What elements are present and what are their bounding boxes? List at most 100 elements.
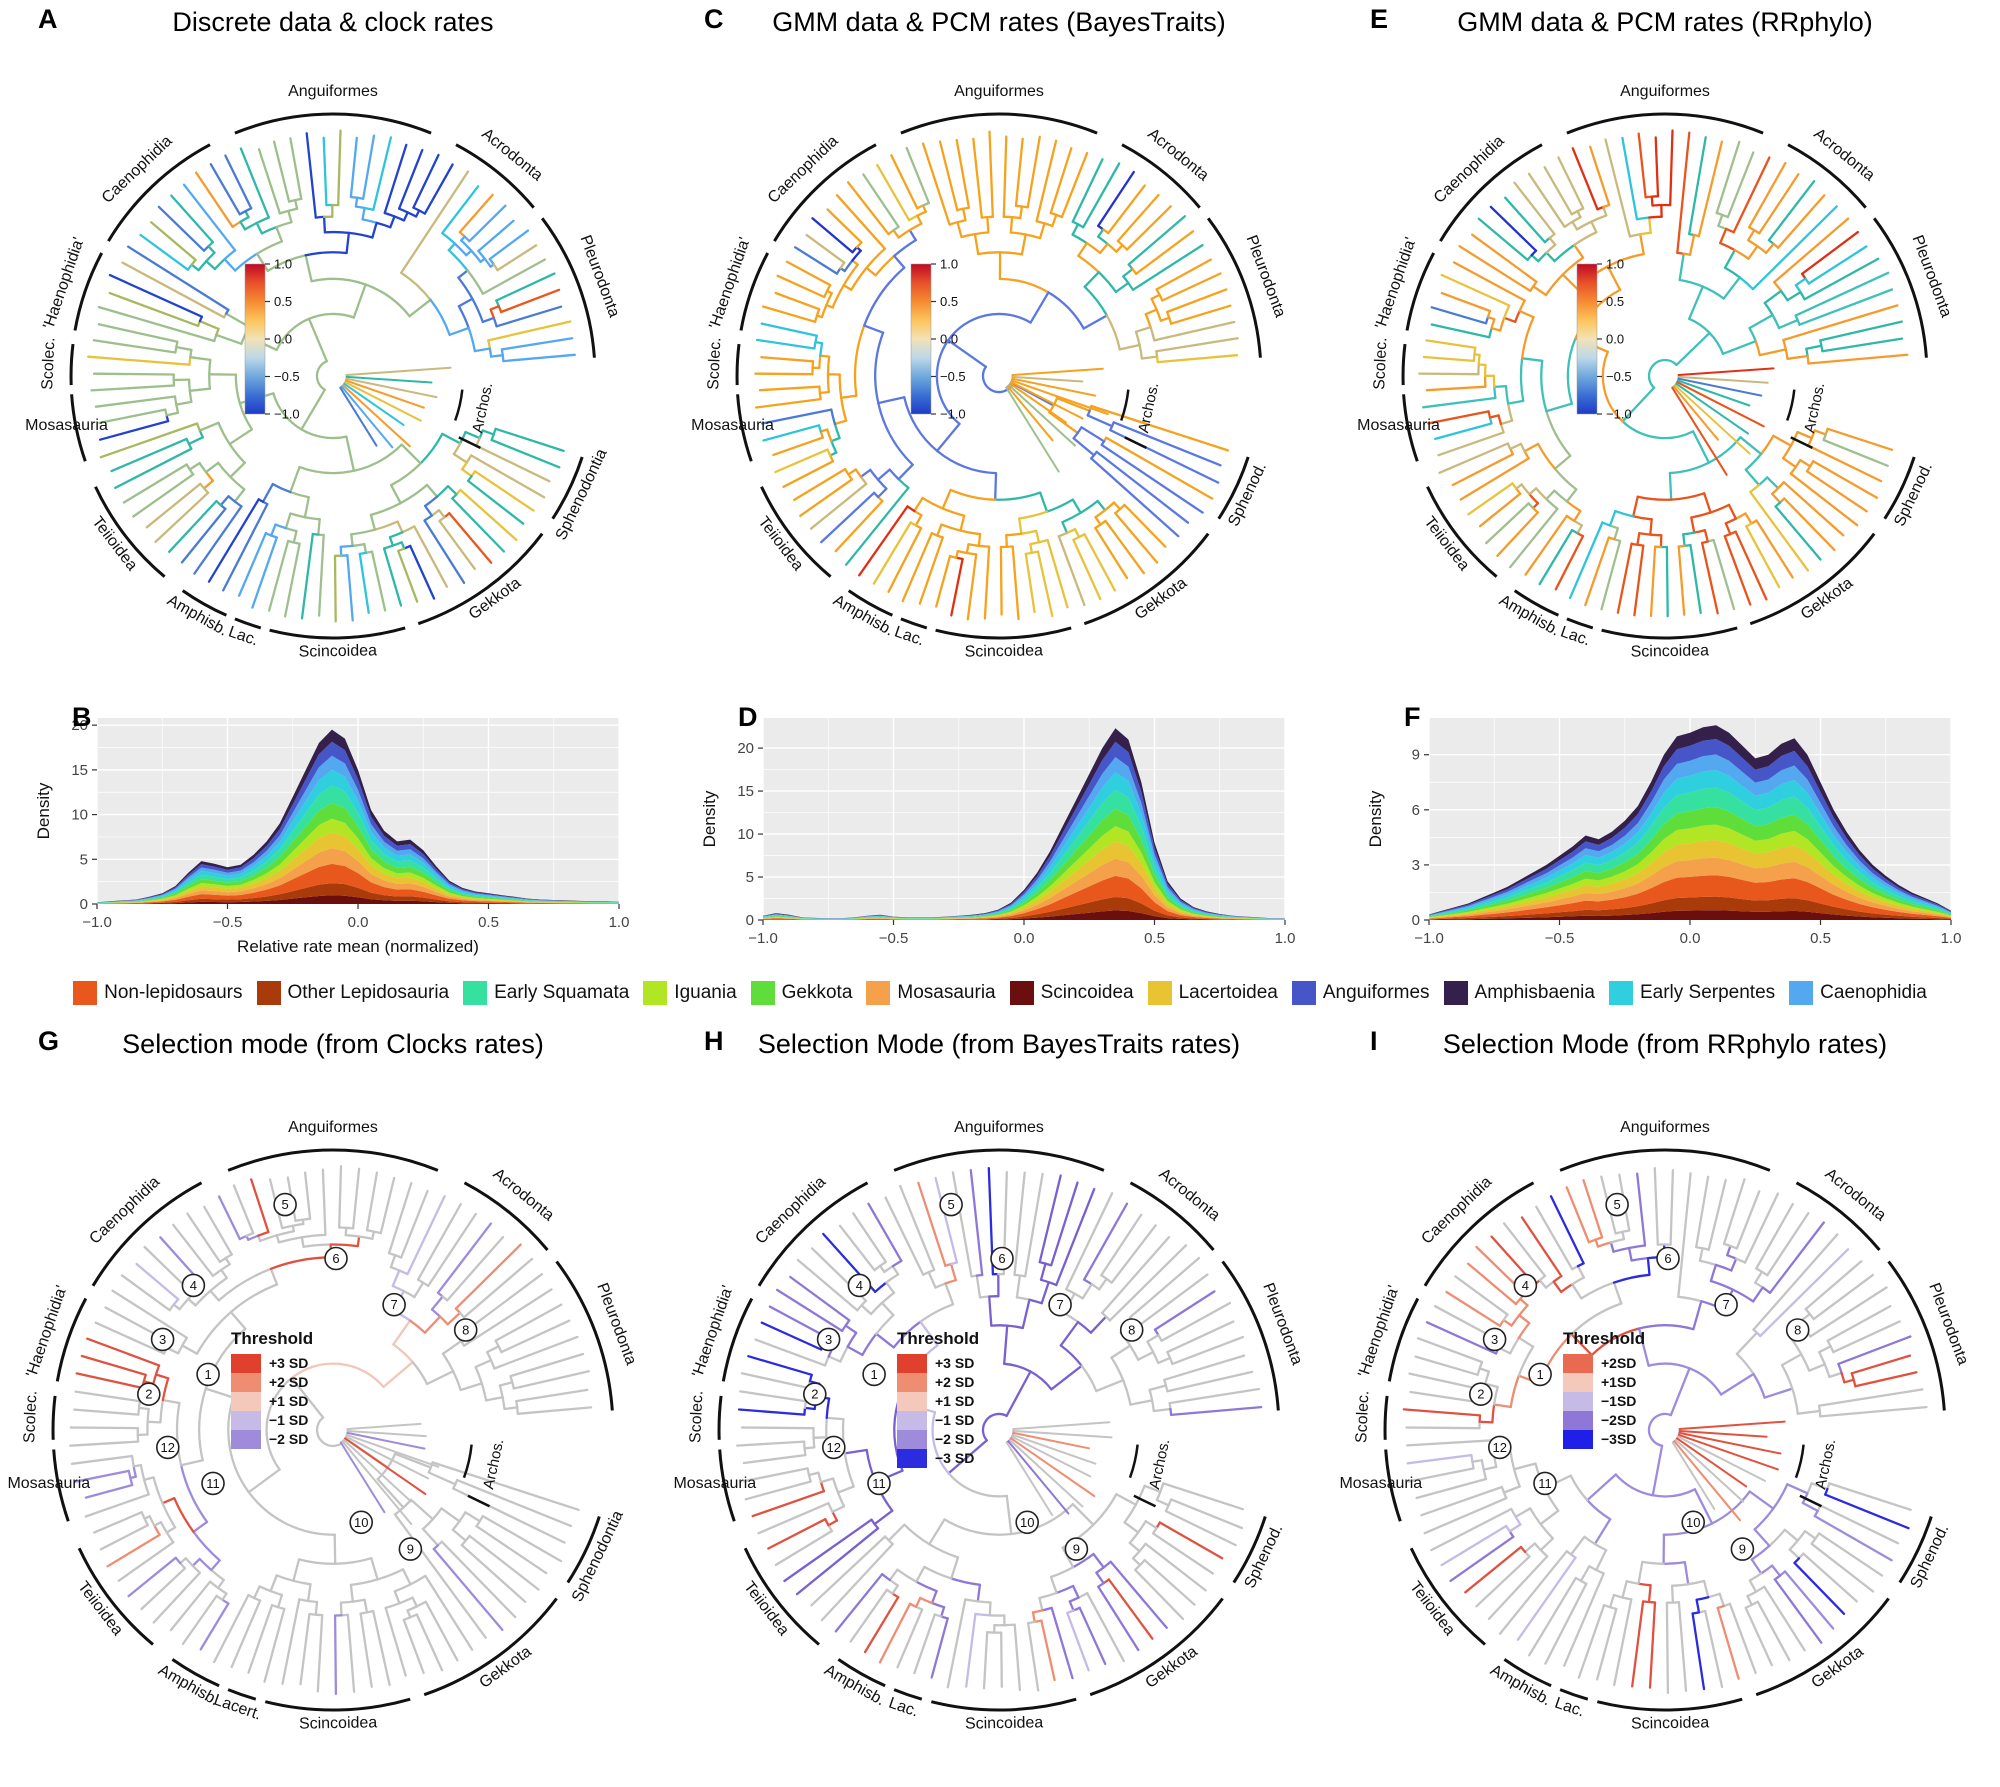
threshold-label: −1 SD (269, 1412, 308, 1428)
clade-arc (94, 486, 166, 578)
node-marker-number: 3 (159, 1332, 166, 1347)
clade-arc (1898, 1516, 1933, 1584)
legend-swatch (866, 981, 891, 1005)
node-marker-number: 12 (1493, 1440, 1507, 1455)
x-tick-label: −0.5 (879, 930, 909, 947)
threshold-swatch (897, 1411, 927, 1430)
clade-label: Caenophidia (86, 1173, 163, 1247)
clade-arc (52, 1449, 70, 1522)
panel-title-A: Discrete data & clock rates (172, 7, 494, 37)
y-tick-label: 20 (737, 740, 754, 757)
legend-swatch (1608, 981, 1633, 1005)
node-marker-number: 12 (161, 1440, 175, 1455)
y-tick-label: 5 (746, 869, 754, 886)
clade-arc (1795, 1181, 1881, 1251)
top-tree-row: A Discrete data & clock rates Sphenodont… (0, 0, 2000, 702)
node-marker (1605, 1192, 1629, 1217)
y-tick-label: 15 (737, 783, 754, 800)
panel-H: H Selection Mode (from BayesTraits rates… (666, 1022, 1332, 1787)
clade-arc (541, 217, 596, 358)
clade-arc (760, 486, 832, 578)
threshold-title: Threshold (897, 1329, 979, 1348)
legend-swatch (750, 981, 775, 1005)
clade-label: Anguiformes (1620, 83, 1710, 100)
colorbar-tick-label: 0.5 (940, 294, 958, 309)
outgroup-fan (339, 1422, 440, 1525)
clade-arc (773, 143, 877, 242)
legend-swatch (1291, 981, 1316, 1005)
clade-arc (1596, 1697, 1743, 1712)
legend-label: Early Serpentes (1639, 982, 1776, 1003)
node-marker-number: 5 (281, 1197, 288, 1212)
clade-arc (1083, 532, 1210, 626)
colorbar-tick-label: 0.0 (274, 332, 292, 347)
node-marker-number: 7 (1722, 1297, 1729, 1312)
tree-branches (87, 129, 576, 623)
tree-H: Sphenod. Gekkota Scincoidea Lac. Amphisb. Tei… (669, 1070, 1329, 1786)
archos-label-group: Archos. (462, 1438, 507, 1508)
y-tick-label: 3 (1412, 857, 1420, 874)
clade-arc (1439, 143, 1543, 242)
clade-label: Anguiformes (954, 83, 1044, 100)
node-marker (939, 1192, 963, 1217)
x-tick-label: 0.0 (1680, 930, 1701, 947)
node-marker (1482, 1327, 1507, 1352)
node-marker (867, 1471, 891, 1496)
threshold-label: +2 SD (935, 1374, 974, 1390)
node-marker-number: 11 (872, 1476, 886, 1491)
clade-label: Anguiformes (1620, 1119, 1710, 1136)
threshold-swatch (1563, 1373, 1593, 1392)
density-band-mosasauria (1429, 857, 1951, 919)
tree-branches (736, 1166, 1263, 1692)
threshold-swatch (231, 1354, 261, 1373)
node-marker-number: 9 (1739, 1542, 1746, 1557)
clade-arc (70, 394, 87, 462)
legend-swatch (73, 981, 98, 1005)
outgroup-fan (1671, 367, 1775, 476)
node-marker (847, 1273, 872, 1298)
density-chart-D: 0 5 10 15 20 −1.0 −0.5 0.0 0.5 1.0 Density (699, 708, 1299, 964)
clade-label: Caenophidia (752, 1173, 829, 1247)
node-marker-number: 4 (190, 1278, 197, 1293)
legend-swatch (1443, 981, 1468, 1005)
threshold-label: +1 SD (269, 1393, 308, 1409)
clade-arc (69, 343, 75, 386)
node-marker (1119, 1318, 1144, 1342)
clade-arc (847, 589, 894, 617)
colorbar-tick-label: −0.5 (940, 369, 966, 384)
panel-D: D 0 5 10 15 20 −1.0 −0.5 0.0 0.5 1.0 Density (666, 702, 1332, 964)
y-axis-label: Density (1366, 790, 1385, 847)
threshold-legend: Threshold +2SD +1SD −1SD −2SD −3SD (1563, 1329, 1645, 1449)
density-band-scincoidea (763, 910, 1285, 920)
clade-arc (893, 1688, 923, 1701)
threshold-legend: Threshold +3 SD +2 SD +1 SD −1 SD −2 SD (231, 1329, 313, 1449)
archos-label: Archos. (1801, 381, 1828, 434)
clade-arc (1402, 394, 1419, 462)
clade-arc (463, 1181, 549, 1251)
threshold-label: +3 SD (269, 1355, 308, 1371)
node-marker-number: 4 (1522, 1278, 1529, 1293)
node-marker-number: 2 (811, 1387, 818, 1402)
clade-arc (417, 532, 544, 626)
x-tick-label: 0.0 (1014, 930, 1035, 947)
threshold-label: +2 SD (269, 1374, 308, 1390)
clade-label: Caenophidia (1418, 1173, 1495, 1247)
clade-arc (837, 1658, 886, 1688)
clade-arc (77, 1547, 154, 1646)
clade-label: Scincoidea (1631, 642, 1710, 660)
legend-item: Amphisbaenia (1443, 981, 1595, 1005)
clade-arc (73, 252, 104, 331)
node-marker (1656, 1246, 1680, 1271)
legend-label: Early Squamata (494, 982, 630, 1003)
density-band-other-lepidosauria (1429, 896, 1951, 920)
clade-arc (739, 252, 770, 331)
node-marker (822, 1435, 846, 1460)
node-marker-number: 5 (1613, 1197, 1620, 1212)
node-marker (398, 1537, 423, 1561)
threshold-label: −3 SD (935, 1450, 974, 1466)
threshold-swatch (231, 1411, 261, 1430)
clade-label: Scolec. (1371, 337, 1390, 390)
colorbar-tick-label: −0.5 (1606, 369, 1632, 384)
clade-arc (935, 626, 1072, 640)
